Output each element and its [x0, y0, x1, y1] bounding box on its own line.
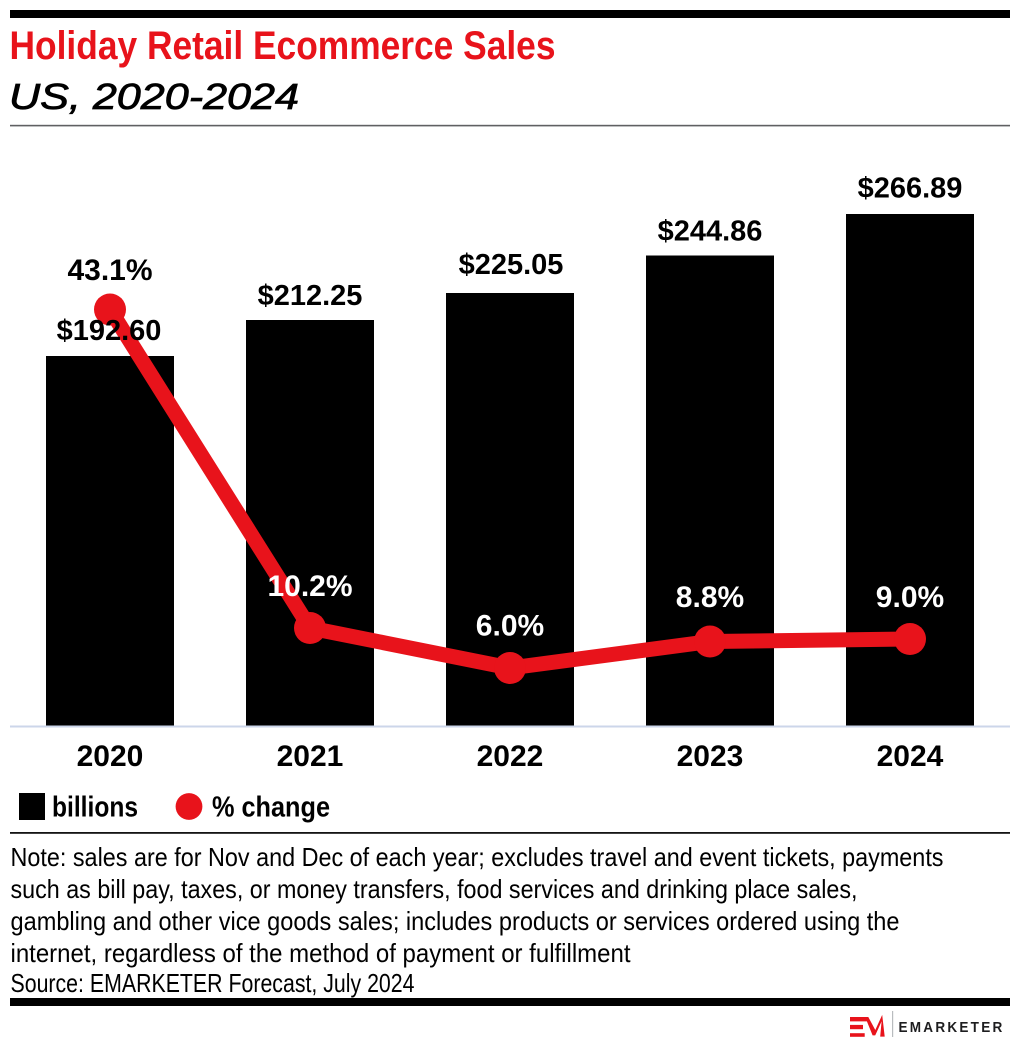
svg-text:billions: billions	[52, 792, 138, 824]
svg-text:% change: % change	[212, 792, 330, 824]
svg-text:10.2%: 10.2%	[267, 570, 352, 603]
svg-text:43.1%: 43.1%	[67, 254, 152, 287]
svg-text:gambling and other vice goods: gambling and other vice goods sales; inc…	[11, 906, 900, 936]
svg-text:Note: sales are for Nov and De: Note: sales are for Nov and Dec of each …	[11, 842, 944, 872]
svg-text:$244.86: $244.86	[658, 216, 763, 248]
svg-text:$266.89: $266.89	[858, 173, 963, 205]
svg-text:$192.60: $192.60	[57, 315, 162, 347]
svg-text:US, 2020-2024: US, 2020-2024	[9, 76, 299, 117]
svg-text:$212.25: $212.25	[258, 280, 363, 312]
svg-text:6.0%: 6.0%	[476, 610, 544, 643]
svg-text:2024: 2024	[877, 740, 944, 773]
svg-text:Holiday Retail Ecommerce Sales: Holiday Retail Ecommerce Sales	[10, 24, 556, 68]
svg-text:2023: 2023	[677, 740, 744, 773]
svg-text:2020: 2020	[77, 740, 144, 773]
svg-text:EMARKETER: EMARKETER	[899, 1020, 1005, 1036]
svg-text:9.0%: 9.0%	[876, 581, 944, 614]
svg-text:such as bill pay, taxes, or mo: such as bill pay, taxes, or money transf…	[11, 874, 858, 904]
svg-text:8.8%: 8.8%	[676, 581, 744, 614]
svg-text:Source: EMARKETER Forecast, Ju: Source: EMARKETER Forecast, July 2024	[11, 968, 415, 998]
svg-text:internet, regardless of the me: internet, regardless of the method of pa…	[11, 938, 632, 968]
svg-text:2022: 2022	[477, 740, 544, 773]
svg-text:$225.05: $225.05	[459, 249, 564, 281]
svg-text:2021: 2021	[277, 740, 344, 773]
